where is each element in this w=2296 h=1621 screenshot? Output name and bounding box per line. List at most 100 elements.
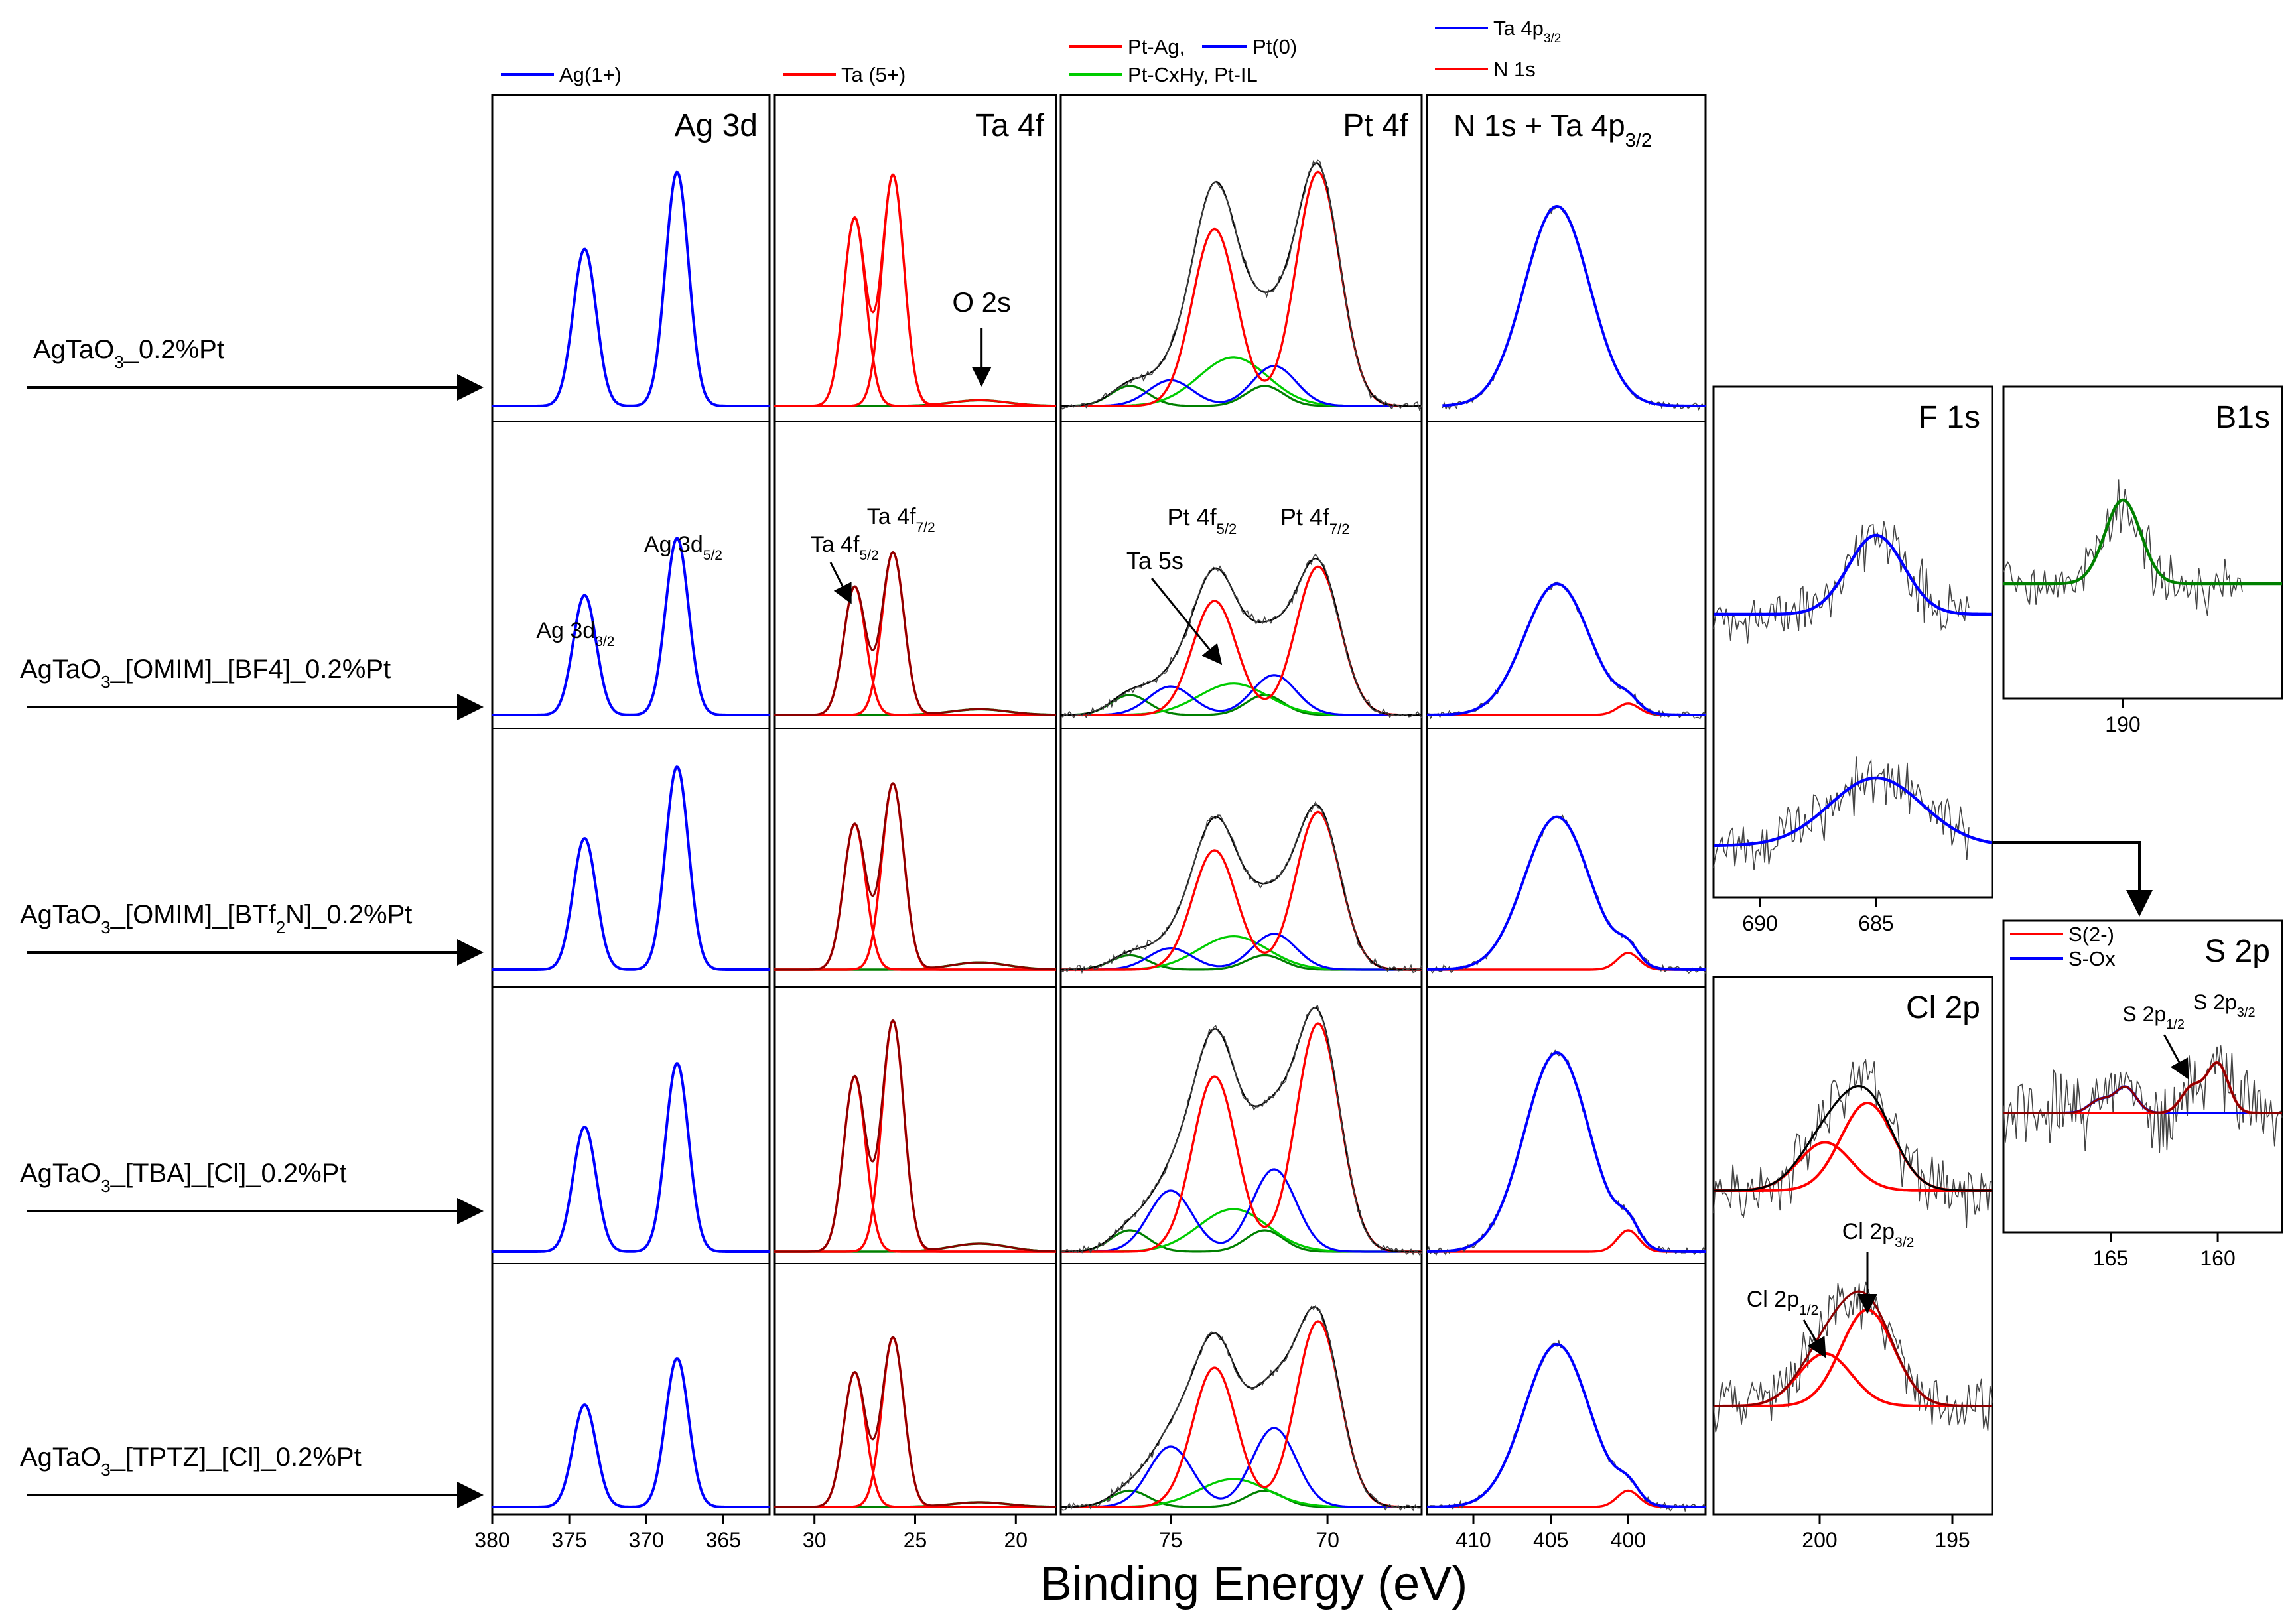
ta-envelope (774, 782, 1056, 971)
panel: Pt 4f Pt 4f5/2 Pt 4f7/2 Ta 5s 75 70 (1059, 94, 1423, 1552)
pt-raw-trace (1060, 1305, 1422, 1512)
panel-frame (491, 94, 771, 1516)
panel-title: Ag 3d (675, 108, 758, 143)
pt-raw-trace (1060, 1004, 1422, 1256)
panel: B1s 190 (2002, 385, 2283, 736)
panel-title: N 1s + Ta 4p3/2 (1453, 108, 1652, 151)
n1s-curve (1426, 1229, 1706, 1253)
peak-label: Cl 2p3/2 (1842, 1219, 1915, 1250)
b1s-fit-curve (2003, 498, 2283, 586)
tick-label: 160 (2200, 1246, 2235, 1270)
legend-label: Pt-CxHy, Pt-IL (1128, 63, 1258, 86)
panel: Ta 4f O 2s Ta 4f5/2Ta 4f7/2 30 25 20 (773, 94, 1057, 1552)
legend-label: Ta (5+) (841, 63, 906, 86)
panel-title: S 2p (2204, 934, 2270, 969)
panel-title: F 1s (1919, 400, 1980, 435)
panel-frame (1712, 976, 1993, 1516)
tick-label: 375 (551, 1528, 586, 1552)
peak-label: S 2p3/2 (2193, 990, 2256, 1020)
ta4p-curve (1426, 582, 1706, 716)
tick-label: 370 (629, 1528, 664, 1552)
ag-fit-curve (492, 765, 770, 971)
sample-label: AgTaO3_[OMIM]_[BTf2N]_0.2%Pt (20, 900, 412, 937)
tick-label: 195 (1934, 1528, 1970, 1552)
tick-label: 190 (2105, 712, 2140, 736)
legend-label: S-Ox (2068, 947, 2116, 970)
peak-label: Cl 2p1/2 (1747, 1287, 1819, 1318)
tick-label: 75 (1159, 1528, 1183, 1552)
panel-frame (1426, 94, 1707, 1516)
tick-label: 30 (803, 1528, 827, 1552)
peak-label: Ag 3d5/2 (644, 532, 722, 563)
sample-labels: AgTaO3_0.2%Pt AgTaO3_[OMIM]_[BF4]_0.2%Pt A… (20, 335, 484, 1508)
cl2p-envelope (1714, 1290, 1992, 1407)
ta-envelope (774, 173, 1056, 407)
tick-label: 380 (474, 1528, 509, 1552)
panel-frame (1712, 385, 1993, 899)
sample-label: AgTaO3_[TPTZ]_[Cl]_0.2%Pt (20, 1443, 362, 1480)
f1s-raw-trace (1713, 521, 1970, 644)
pt0-curve (1061, 933, 1422, 971)
ag-fit-curve (492, 1062, 770, 1253)
panel: S 2p S(2-)S-Ox S 2p1/2 S 2p3/2 165 160 (2002, 919, 2283, 1270)
tick-label: 405 (1533, 1528, 1568, 1552)
tick-label: 20 (1004, 1528, 1028, 1552)
pt0-curve (1061, 365, 1422, 407)
legend-label: Ta 4p3/2 (1493, 17, 1561, 46)
peak-arrow (829, 562, 852, 604)
ta5s-arrow (1151, 578, 1223, 665)
peak-label: Ta 4f5/2 (811, 532, 879, 563)
legend-label: Ag(1+) (559, 63, 622, 86)
x-axis-label: Binding Energy (eV) (1040, 1557, 1467, 1610)
legend-label: Pt(0) (1252, 35, 1297, 58)
ag-fit-curve (492, 537, 770, 716)
panel-title: Cl 2p (1906, 990, 1980, 1025)
spectra-panels: Ag 3d Ag 3d3/2 Ag 3d5/2 380 375 370 365 Ag(1+) T… (474, 17, 2283, 1552)
pt-raw-trace (1060, 159, 1422, 411)
pt-raw-trace (1060, 553, 1422, 719)
tick-label: 25 (904, 1528, 927, 1552)
pt-raw-trace (1060, 801, 1422, 974)
b1s-raw-trace (2003, 479, 2243, 616)
panel-title: B1s (2215, 400, 2270, 435)
cl2p-envelope (1714, 1085, 1992, 1192)
panel-frame (773, 94, 1057, 1516)
peak-label: Ag 3d3/2 (536, 618, 614, 649)
tick-label: 365 (706, 1528, 741, 1552)
panel-title: Ta 4f (975, 108, 1045, 143)
ta4p-curve (1426, 1343, 1706, 1508)
peak-label: Pt 4f7/2 (1280, 503, 1350, 537)
ag-fit-curve (492, 1357, 770, 1508)
sample-label: AgTaO3_[TBA]_[Cl]_0.2%Pt (20, 1159, 347, 1196)
tick-label: 165 (2093, 1246, 2128, 1270)
pt0-curve (1061, 674, 1422, 716)
s2p-envelope (2003, 1061, 2282, 1114)
cl2p-raw-trace (1713, 1059, 1993, 1229)
peak-label: Pt 4f5/2 (1168, 503, 1237, 537)
tick-label: 70 (1316, 1528, 1339, 1552)
peak-label: Ta 4f7/2 (867, 504, 935, 535)
legend-label: S(2-) (2068, 923, 2114, 946)
ag-fit-curve (492, 170, 770, 407)
tick-label: 410 (1455, 1528, 1491, 1552)
tick-label: 200 (1802, 1528, 1837, 1552)
panel-title: Pt 4f (1343, 108, 1408, 143)
f1s-fit-curve (1713, 533, 1993, 616)
panel-frame (1059, 94, 1423, 1516)
legend-label: N 1s (1493, 58, 1536, 81)
peak-label: Ta 5s (1126, 547, 1183, 574)
ta-envelope (774, 551, 1056, 716)
panel: F 1s 690 685 (1712, 385, 1993, 935)
s2p-raw-trace (2003, 1045, 2283, 1153)
pt0-curve (1061, 1427, 1422, 1508)
pt0-curve (1061, 1168, 1422, 1253)
ta-envelope (774, 1019, 1056, 1253)
ta-envelope (774, 1336, 1056, 1508)
connector-arrow (1993, 841, 2153, 917)
panel: Ag 3d Ag 3d3/2 Ag 3d5/2 380 375 370 365 (474, 94, 771, 1552)
tick-label: 690 (1742, 911, 1777, 935)
f1s-fit-curve (1713, 776, 1993, 848)
panel: N 1s + Ta 4p3/2 410 405 400 (1426, 94, 1707, 1552)
tick-label: 685 (1858, 911, 1893, 935)
